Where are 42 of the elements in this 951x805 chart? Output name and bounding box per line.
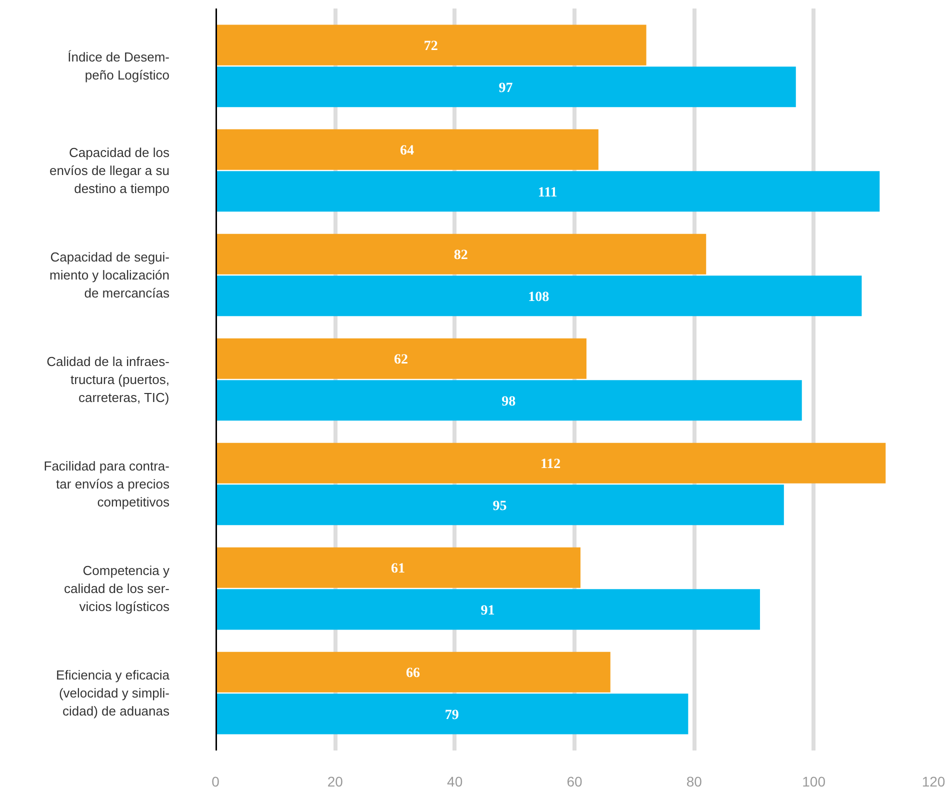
bar (216, 442, 886, 484)
bar (216, 66, 796, 108)
data-label: 62 (394, 352, 408, 368)
bar (216, 24, 646, 66)
data-label: 61 (390, 562, 405, 577)
y-tick-label: Facilidad para contra- tar envíos a precios competitivos (44, 458, 170, 510)
data-label: 91 (480, 603, 495, 618)
bar (216, 276, 862, 316)
bar (216, 589, 760, 630)
x-tick-label: 60 (566, 774, 582, 790)
y-tick-label: Calidad de la infraes- tructura (puertos, carreteras, TIC) (46, 354, 170, 405)
y-tick-label: Eficiencia y eficacia (velocidad y simpli- cidad) de aduanas (56, 668, 170, 719)
bar (216, 484, 784, 526)
data-label: 72 (424, 39, 438, 54)
bar (216, 129, 598, 170)
bar (216, 547, 580, 588)
data-label: 82 (454, 248, 468, 264)
bar (216, 694, 688, 734)
data-label: 66 (406, 666, 420, 682)
x-tick-label: 20 (327, 774, 344, 790)
y-tick-label: Índice de Desem- peño Logístico (68, 49, 170, 82)
x-tick-label: 120 (922, 774, 946, 790)
data-label: 97 (498, 80, 513, 96)
x-tick-label: 0 (212, 774, 220, 790)
bar (216, 380, 802, 421)
data-label: 64 (400, 144, 414, 159)
data-label: 79 (444, 708, 459, 723)
data-label: 112 (540, 457, 561, 472)
y-tick-label: Capacidad de los envíos de llegar a su destino a tiempo (50, 144, 170, 196)
bar (216, 338, 586, 379)
x-tick-label: 40 (447, 774, 463, 790)
x-tick-label: 100 (802, 774, 826, 790)
data-label: 95 (492, 498, 507, 514)
bar (216, 234, 706, 274)
data-label: 111 (538, 185, 558, 200)
bar (216, 171, 880, 212)
bar (216, 652, 610, 692)
y-tick-label: Capacidad de segui- miento y localización de mercancías (50, 249, 170, 300)
x-tick-label: 80 (686, 774, 702, 790)
data-label: 108 (528, 290, 550, 305)
data-label: 98 (502, 394, 516, 410)
y-tick-label: Competencia y calidad de los ser- vicios logísticos (64, 563, 170, 614)
